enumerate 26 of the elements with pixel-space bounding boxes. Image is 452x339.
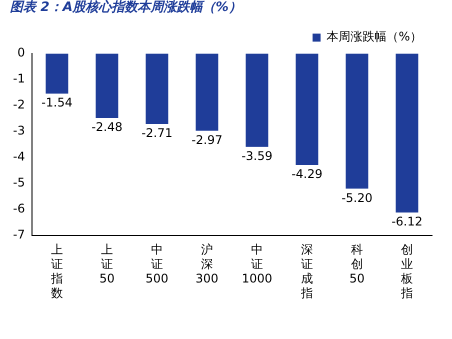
x-tick-label: 创业板指 [400, 242, 413, 300]
y-tick-label: -6 [12, 202, 25, 216]
y-tick-label: 0 [17, 46, 25, 60]
text: -3.59 [241, 148, 273, 163]
x-tick-label: 科创50 [349, 242, 365, 286]
text: -1.54 [41, 96, 72, 110]
x-tick-label: 中证1000 [242, 242, 272, 286]
legend-label: 本周涨跌幅（%） [326, 30, 422, 44]
text: -4.29 [291, 167, 323, 182]
text: -2.97 [191, 132, 223, 147]
y-tick-label: -3 [12, 124, 25, 138]
y-tick-label: -5 [12, 176, 25, 190]
x-tick-label: 上证指数 [50, 242, 63, 300]
y-tick-label: -4 [12, 150, 25, 164]
chart-title: 图表 2：A股核心指数本周涨跌幅（%） [10, 0, 242, 16]
y-tick-label: -2 [12, 98, 25, 112]
y-tick-label: -7 [12, 228, 25, 242]
y-tick-label: -1 [12, 72, 25, 86]
x-tick-label: 沪深300 [196, 242, 218, 286]
text: -2.71 [141, 126, 173, 140]
text: -2.48 [91, 120, 123, 134]
x-tick-label: 上证50 [99, 242, 115, 286]
text: -6.12 [391, 214, 423, 229]
text: -5.20 [341, 190, 373, 205]
x-tick-label: 中证500 [146, 242, 168, 286]
x-tick-label: 深证成指 [300, 242, 313, 300]
